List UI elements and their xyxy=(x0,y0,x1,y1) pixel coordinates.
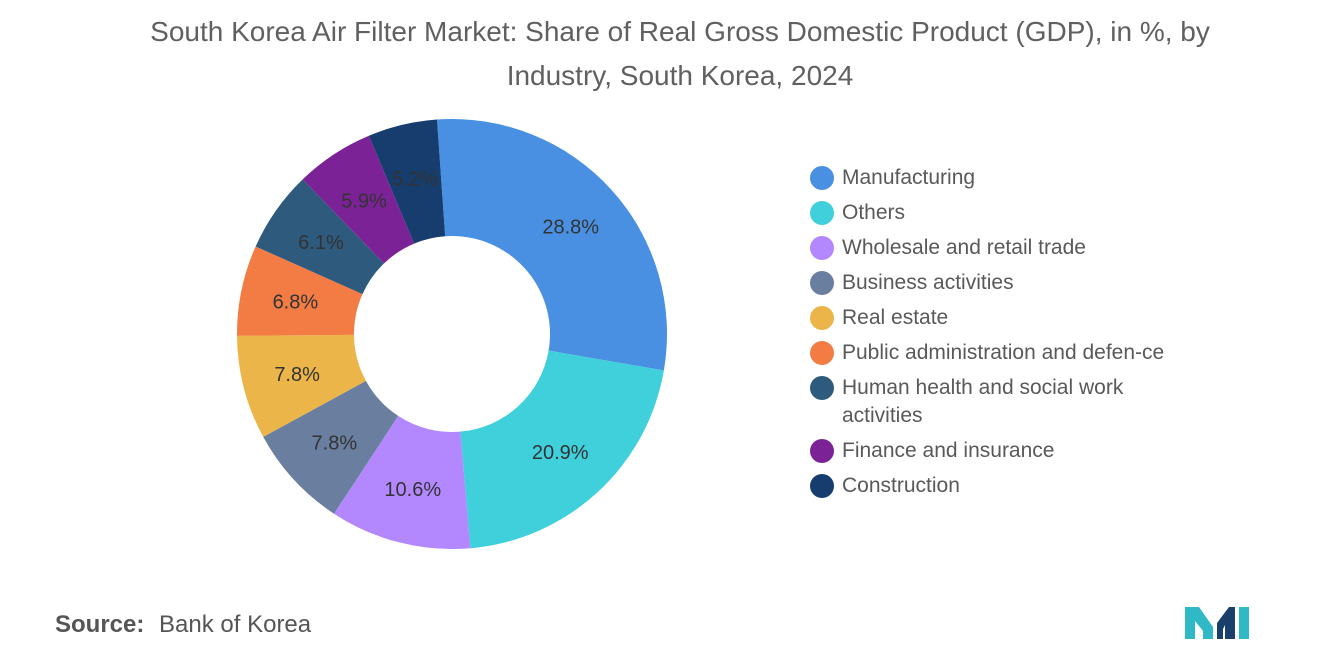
legend-item: Business activities xyxy=(810,269,1190,297)
legend-swatch xyxy=(810,376,834,400)
donut-slice-wholesale-and-retail-trade xyxy=(333,415,471,549)
legend-swatch xyxy=(810,271,834,295)
legend-swatch xyxy=(810,201,834,225)
legend-item: Construction xyxy=(810,472,1190,500)
legend-swatch xyxy=(810,166,834,190)
legend-item: Public administration and defen-ce xyxy=(810,339,1190,367)
donut-slice-others xyxy=(460,350,664,549)
slice-label: 7.8% xyxy=(312,432,358,454)
donut-slice-human-health-and-social-work-activities xyxy=(255,179,384,295)
legend-label: Business activities xyxy=(842,271,1014,294)
legend-item: Finance and insurance xyxy=(810,437,1190,465)
slice-label: 7.8% xyxy=(274,364,320,386)
source-text: Bank of Korea xyxy=(159,611,312,638)
legend-swatch xyxy=(810,439,834,463)
legend-item: Others xyxy=(810,199,1190,227)
legend-swatch xyxy=(810,341,834,365)
donut-slice-public-administration-and-defence xyxy=(236,246,363,336)
legend-item: Human health and social work activities xyxy=(810,374,1190,430)
legend-label: Public administration and defen-ce xyxy=(842,341,1165,364)
legend-label: Construction xyxy=(842,474,960,497)
source-label: Source: xyxy=(55,611,145,638)
chart-legend: Manufacturing Others Wholesale and retail … xyxy=(810,164,1190,507)
source-note: Source: Bank of Korea xyxy=(55,611,311,639)
legend-item: Real estate xyxy=(810,304,1190,332)
slice-label: 5.2% xyxy=(392,168,438,190)
donut-slice-finance-and-insurance xyxy=(302,135,415,264)
chart-title: South Korea Air Filter Market: Share of … xyxy=(150,16,1210,91)
slice-label: 28.8% xyxy=(542,217,599,239)
legend-label: Real estate xyxy=(842,306,949,329)
mordor-intelligence-logo-icon xyxy=(1185,607,1249,639)
legend-label: Human health and social work activities xyxy=(842,376,1124,427)
legend-label: Wholesale and retail trade xyxy=(842,236,1086,259)
donut-slice-construction xyxy=(368,119,446,244)
legend-item: Wholesale and retail trade xyxy=(810,234,1190,262)
slice-label: 6.8% xyxy=(273,291,319,313)
slice-label: 10.6% xyxy=(384,479,441,501)
donut-slice-business-activities xyxy=(263,380,399,514)
legend-swatch xyxy=(810,236,834,260)
donut-slice-manufacturing xyxy=(437,118,667,371)
slice-label: 20.9% xyxy=(532,442,589,464)
legend-label: Finance and insurance xyxy=(842,439,1055,462)
legend-label: Others xyxy=(842,201,906,224)
legend-swatch xyxy=(810,474,834,498)
donut-slice-real-estate xyxy=(237,334,366,437)
legend-item: Manufacturing xyxy=(810,164,1190,192)
slice-label: 6.1% xyxy=(298,232,344,254)
slice-label: 5.9% xyxy=(341,190,387,212)
legend-swatch xyxy=(810,306,834,330)
legend-label: Manufacturing xyxy=(842,166,976,189)
